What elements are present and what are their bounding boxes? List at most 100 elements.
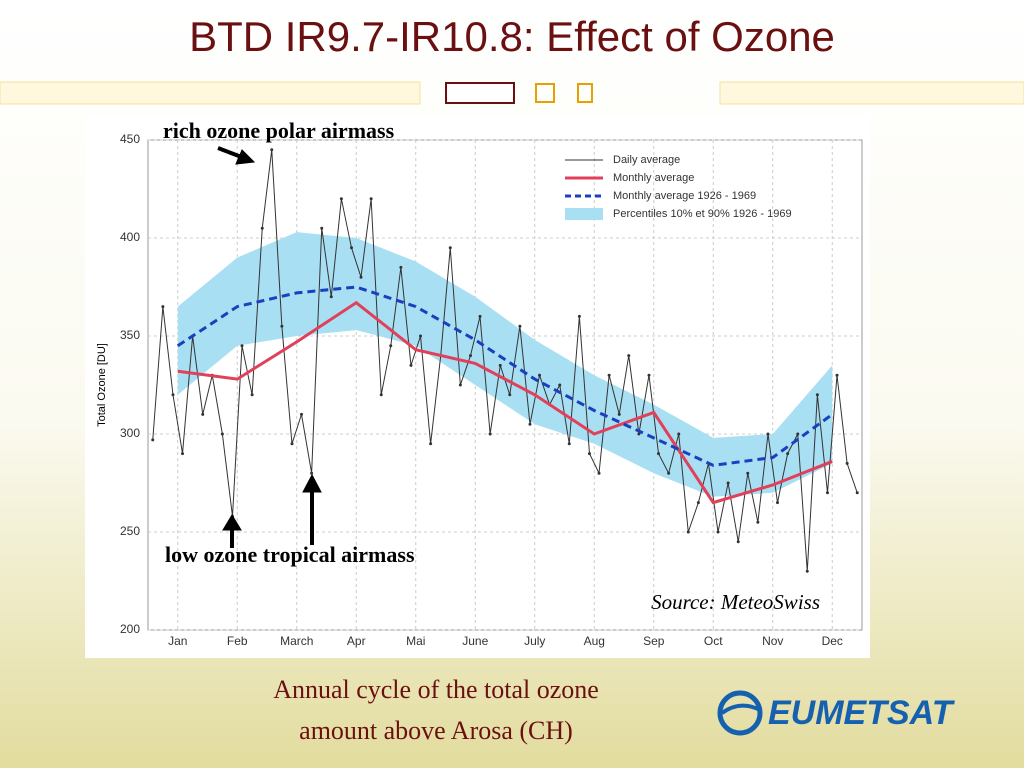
daily-point <box>766 432 770 436</box>
daily-point <box>577 314 581 318</box>
daily-point <box>260 226 264 230</box>
x-tick-label: Nov <box>762 634 783 648</box>
daily-point <box>597 471 601 475</box>
daily-point <box>746 471 750 475</box>
deco-bar <box>0 81 421 105</box>
daily-point <box>558 383 562 387</box>
y-tick-label: 450 <box>120 132 140 146</box>
y-tick-label: 400 <box>120 230 140 244</box>
legend-label: Monthly average <box>613 172 694 184</box>
legend-swatch <box>565 208 603 220</box>
x-tick-label: Mai <box>406 634 425 648</box>
daily-point <box>201 412 205 416</box>
x-tick-label: Aug <box>584 634 605 648</box>
daily-point <box>240 344 244 348</box>
daily-point <box>389 344 393 348</box>
logo-icon <box>720 703 761 715</box>
x-tick-label: Feb <box>227 634 248 648</box>
daily-point <box>677 432 681 436</box>
x-tick-label: Dec <box>822 634 843 648</box>
daily-point <box>716 530 720 534</box>
annotation: rich ozone polar airmass <box>163 118 395 143</box>
x-tick-label: Oct <box>704 634 723 648</box>
x-tick-label: Apr <box>347 634 366 648</box>
daily-point <box>458 383 462 387</box>
daily-point <box>627 354 631 358</box>
percentile-band <box>177 232 833 497</box>
daily-point <box>161 305 165 309</box>
legend-label: Daily average <box>613 154 680 166</box>
daily-point <box>518 324 522 328</box>
annotation: low ozone tropical airmass <box>165 542 415 567</box>
daily-point <box>835 373 839 377</box>
daily-point <box>171 393 175 397</box>
daily-point <box>369 197 373 201</box>
daily-point <box>756 520 760 524</box>
daily-point <box>805 569 809 573</box>
logo-icon <box>717 690 763 736</box>
daily-point <box>468 354 472 358</box>
daily-point <box>478 314 482 318</box>
annotation: Source: MeteoSwiss <box>651 590 820 614</box>
daily-point <box>657 452 661 456</box>
daily-point <box>488 432 492 436</box>
daily-point <box>617 412 621 416</box>
daily-point <box>181 452 185 456</box>
y-tick-label: 200 <box>120 622 140 636</box>
daily-point <box>220 432 224 436</box>
daily-point <box>250 393 254 397</box>
deco-box <box>535 83 555 103</box>
daily-point <box>855 491 859 495</box>
daily-point <box>815 393 819 397</box>
daily-point <box>498 363 502 367</box>
logo: EUMETSAT <box>717 690 956 736</box>
daily-point <box>151 438 155 442</box>
plot: 200 250 300 350 400 450 Jan Feb March Apr Mai June J… <box>96 132 863 648</box>
y-axis-label: Total Ozone [DU] <box>96 343 108 427</box>
daily-point <box>419 334 423 338</box>
daily-point <box>786 452 790 456</box>
daily-point <box>647 373 651 377</box>
arrow-head <box>235 149 256 165</box>
y-tick-label: 250 <box>120 524 140 538</box>
daily-point <box>587 452 591 456</box>
daily-point <box>607 373 611 377</box>
y-tick-label: 300 <box>120 426 140 440</box>
daily-point <box>448 246 452 250</box>
legend-label: Percentiles 10% et 90% 1926 - 1969 <box>613 208 792 220</box>
daily-point <box>349 246 353 250</box>
daily-point <box>290 442 294 446</box>
x-tick-label: March <box>280 634 313 648</box>
deco-bar <box>719 81 1024 105</box>
daily-point <box>508 393 512 397</box>
x-tick-label: June <box>462 634 488 648</box>
daily-point <box>696 501 700 505</box>
x-tick-label: July <box>524 634 545 648</box>
daily-point <box>825 491 829 495</box>
series-line <box>177 300 833 505</box>
daily-point <box>637 432 641 436</box>
daily-point <box>796 432 800 436</box>
daily-point <box>667 471 671 475</box>
logo-text: EUMETSAT <box>768 694 956 732</box>
daily-point <box>329 295 333 299</box>
y-tick-label: 350 <box>120 328 140 342</box>
deco-box <box>445 82 515 104</box>
daily-point <box>339 197 343 201</box>
daily-point <box>429 442 433 446</box>
slide-title: BTD IR9.7-IR10.8: Effect of Ozone <box>189 13 835 60</box>
daily-point <box>776 501 780 505</box>
daily-point <box>359 275 363 279</box>
deco-box <box>577 83 593 103</box>
daily-point <box>845 461 849 465</box>
daily-point <box>310 471 314 475</box>
legend-label: Monthly average 1926 - 1969 <box>613 190 756 202</box>
daily-point <box>320 226 324 230</box>
arrow-head <box>222 514 242 531</box>
daily-point <box>736 540 740 544</box>
daily-point <box>409 363 413 367</box>
caption: Annual cycle of the total ozone <box>273 675 599 704</box>
daily-point <box>300 412 304 416</box>
arrow-head <box>302 473 322 493</box>
arrows <box>217 146 322 548</box>
